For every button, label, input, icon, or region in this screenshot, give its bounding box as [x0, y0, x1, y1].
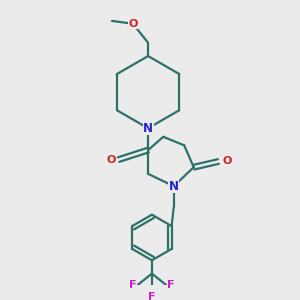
- Text: F: F: [167, 280, 175, 290]
- Text: F: F: [129, 280, 137, 290]
- Text: F: F: [148, 292, 156, 300]
- Text: N: N: [143, 122, 153, 135]
- Text: O: O: [128, 19, 138, 29]
- Text: N: N: [169, 180, 179, 193]
- Text: O: O: [222, 157, 232, 166]
- Text: O: O: [106, 154, 116, 165]
